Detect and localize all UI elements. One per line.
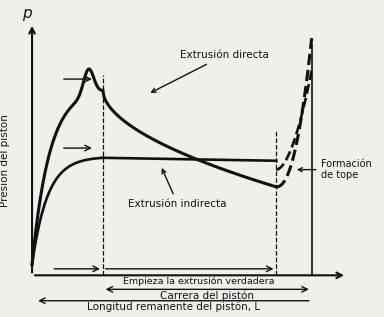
Text: Presión del pistón: Presión del pistón [0,114,10,207]
Text: Extrusión indirecta: Extrusión indirecta [129,169,227,209]
Text: Carrera del pistón: Carrera del pistón [160,290,254,301]
Text: p: p [22,6,32,21]
Text: Longitud remanente del pistón, L: Longitud remanente del pistón, L [87,301,260,312]
Text: Empieza la extrusión verdadera: Empieza la extrusión verdadera [123,276,275,286]
Text: Formación
de tope: Formación de tope [298,159,372,180]
Text: Extrusión directa: Extrusión directa [152,50,269,92]
